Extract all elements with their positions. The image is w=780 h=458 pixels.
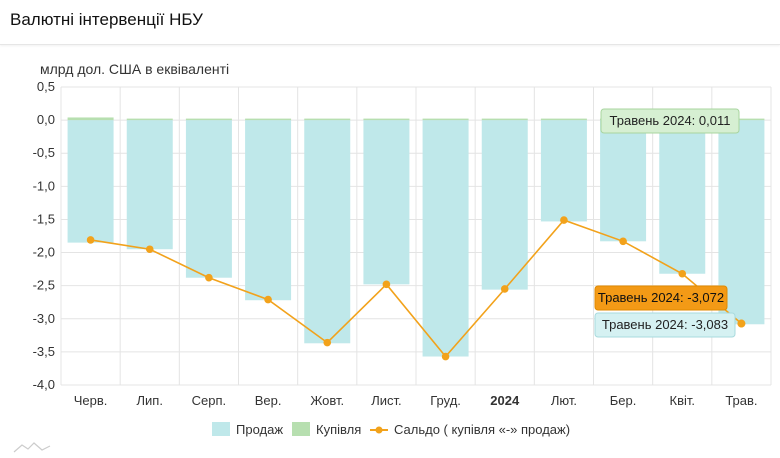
tooltip-box — [594, 285, 728, 311]
sales-bar — [304, 120, 351, 344]
balance-point — [264, 295, 272, 304]
sales-bar — [600, 120, 647, 242]
legend-line-marker — [375, 426, 383, 434]
balance-point — [323, 338, 332, 347]
y-tick-label: -0,5 — [33, 145, 55, 160]
balance-point — [382, 280, 391, 289]
balance-point — [86, 236, 95, 244]
balance-point — [678, 269, 687, 278]
x-tick-label: Жовт. — [310, 393, 344, 408]
purchase-bar — [363, 118, 410, 121]
balance-point — [500, 285, 509, 293]
purchase-bar — [540, 118, 587, 121]
y-tick-label: -1,0 — [33, 178, 55, 193]
sales-bar — [481, 120, 528, 290]
balance-point — [145, 245, 154, 254]
purchase-bar — [245, 118, 292, 121]
purchase-bar — [67, 117, 114, 121]
header-bar: Валютні інтервенції НБУ — [0, 0, 780, 45]
legend-swatch — [212, 422, 230, 436]
tooltip-box — [600, 108, 740, 134]
logo-icon — [13, 442, 51, 453]
tooltip-text: Травень 2024: -3,072 — [598, 290, 724, 305]
sales-bar — [245, 120, 292, 301]
balance-point — [619, 237, 627, 246]
tooltip-box — [594, 312, 736, 338]
balance-point — [441, 352, 450, 361]
balance-highlight-point — [737, 319, 746, 328]
sales-bar — [185, 120, 232, 278]
x-tick-label: Бер. — [610, 393, 637, 408]
y-tick-label: -4,0 — [33, 377, 55, 392]
purchase-bar — [185, 118, 232, 121]
x-tick-label: Вер. — [255, 393, 282, 408]
y-tick-label: -3,0 — [33, 311, 55, 326]
balance-line — [90, 219, 742, 358]
y-tick-label: -2,5 — [33, 278, 55, 293]
y-tick-label: 0,5 — [37, 79, 55, 94]
purchase-bar — [718, 118, 765, 121]
y-axis-unit-label: млрд дол. США в еквіваленті — [40, 61, 230, 77]
balance-point — [205, 273, 213, 282]
y-tick-label: 0,0 — [37, 112, 55, 127]
balance-point — [560, 216, 568, 224]
tooltip-text: Травень 2024: 0,011 — [610, 113, 731, 128]
x-tick-label: Лип. — [137, 393, 163, 408]
sales-bar — [363, 120, 410, 285]
x-tick-label: Трав. — [725, 393, 757, 408]
x-tick-label: Черв. — [74, 393, 108, 408]
x-tick-label: Квіт. — [670, 393, 696, 408]
legend-label: Продаж — [236, 422, 283, 437]
y-tick-label: -2,0 — [33, 245, 55, 260]
legend-label: Купівля — [316, 422, 361, 437]
purchase-bar — [422, 118, 469, 121]
x-tick-label: Лист. — [371, 393, 401, 408]
x-tick-label: Груд. — [430, 393, 461, 408]
y-tick-label: -3,5 — [33, 344, 55, 359]
purchase-bar — [481, 118, 528, 121]
legend-label: Сальдо ( купівля «-» продаж) — [394, 422, 570, 437]
y-tick-label: -1,5 — [33, 211, 55, 226]
legend-swatch — [292, 422, 310, 436]
sales-bar — [67, 120, 114, 243]
tooltip-text: Травень 2024: -3,083 — [602, 317, 728, 332]
sales-bar — [659, 120, 706, 274]
purchase-bar — [126, 118, 173, 121]
purchase-bar — [304, 118, 351, 121]
sales-bar — [422, 120, 469, 357]
sales-bar — [540, 120, 587, 222]
sales-bar — [126, 120, 173, 250]
page-title: Валютні інтервенції НБУ — [10, 10, 203, 29]
x-tick-label: Лют. — [551, 393, 577, 408]
x-tick-label: Серп. — [192, 393, 227, 408]
x-tick-label: 2024 — [490, 393, 520, 408]
